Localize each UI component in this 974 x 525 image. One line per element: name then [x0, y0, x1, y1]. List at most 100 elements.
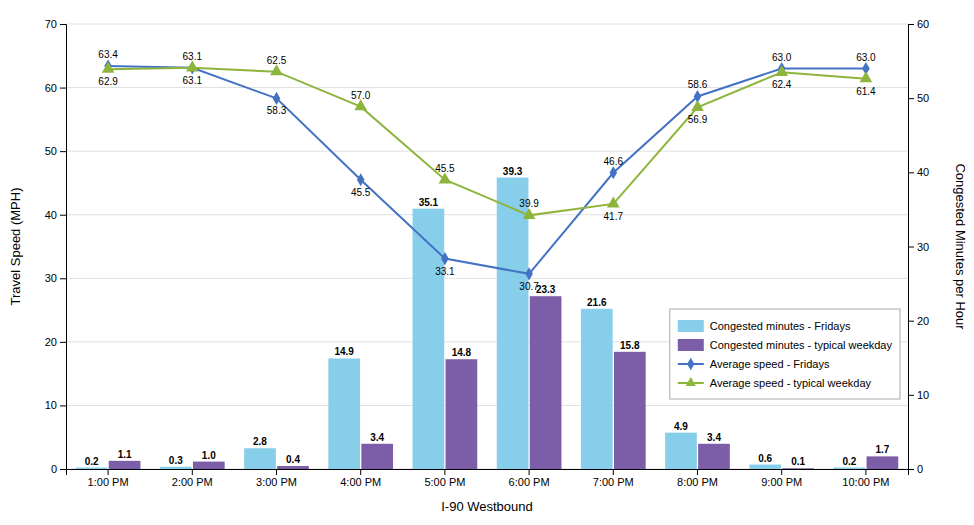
data-label: 15.8 — [620, 340, 640, 351]
tick-mark — [908, 469, 914, 470]
tick-mark — [529, 469, 530, 475]
tick-label: 9:00 PM — [761, 476, 802, 488]
legend: Congested minutes - FridaysCongested min… — [670, 309, 900, 399]
data-label: 30.7 — [519, 281, 539, 292]
tick-mark — [108, 469, 109, 475]
tick: 8:00 PM — [677, 469, 718, 488]
grid — [66, 24, 908, 469]
data-label: 1.7 — [875, 444, 889, 455]
marks — [76, 59, 899, 469]
tick: 10:00 PM — [842, 469, 889, 488]
data-label: 39.9 — [519, 198, 539, 209]
tick: 60 — [908, 18, 929, 30]
legend-marker — [687, 358, 694, 370]
tick-label: 20 — [45, 336, 57, 348]
data-label: 0.2 — [85, 456, 99, 467]
tick-mark — [60, 342, 66, 343]
tick-mark — [60, 469, 66, 470]
data-label: 14.9 — [334, 346, 354, 357]
tick-label: 10 — [45, 399, 57, 411]
data-label: 0.6 — [758, 453, 772, 464]
chart-container: 1:00 PM 2:00 PM 3:00 PM 4:00 PM 5:00 PM 6:00 … — [0, 0, 974, 525]
tick: 1:00 PM — [88, 469, 129, 488]
tick-mark — [276, 469, 277, 475]
marker — [525, 267, 533, 280]
bar — [497, 178, 529, 469]
marker — [102, 62, 115, 73]
bar — [277, 466, 309, 469]
marker — [523, 208, 536, 219]
tick-mark — [697, 469, 698, 475]
marker — [441, 252, 449, 265]
data-label: 58.3 — [267, 105, 287, 116]
data-label: 23.3 — [536, 284, 556, 295]
legend-marker — [686, 377, 696, 386]
legend-item: Congested minutes - Fridays — [678, 320, 851, 332]
tick-mark — [908, 172, 914, 173]
tick: 50 — [908, 92, 929, 104]
tick-mark — [613, 469, 614, 475]
y-axis: 010203040506070 — [45, 18, 67, 475]
bar — [109, 461, 141, 469]
data-label: 0.3 — [169, 455, 183, 466]
tick: 0 — [908, 463, 923, 475]
tick-label: 2:00 PM — [172, 476, 213, 488]
data-label: 14.8 — [452, 347, 472, 358]
data-label: 35.1 — [419, 197, 439, 208]
data-label: 3.4 — [370, 432, 384, 443]
axis-line — [67, 470, 909, 476]
tick-label: 60 — [917, 18, 929, 30]
bar — [413, 209, 445, 469]
tick-mark — [908, 395, 914, 396]
data-label: 63.0 — [856, 52, 876, 63]
data-label: 62.5 — [267, 55, 287, 66]
plot-area: 1:00 PM 2:00 PM 3:00 PM 4:00 PM 5:00 PM 6:00 … — [8, 18, 968, 514]
tick-mark — [865, 469, 866, 475]
marker — [607, 197, 620, 208]
tick-label: 50 — [917, 92, 929, 104]
tick: 3:00 PM — [256, 469, 297, 488]
tick-mark — [908, 24, 914, 25]
tick-label: 40 — [45, 209, 57, 221]
data-label: 61.4 — [856, 86, 876, 97]
tick-label: 30 — [917, 241, 929, 253]
data-label: 62.9 — [98, 76, 118, 87]
tick: 6:00 PM — [509, 469, 550, 488]
bar-series — [109, 296, 898, 469]
tick-label: 30 — [45, 272, 57, 284]
marker — [273, 92, 281, 105]
line — [108, 66, 866, 274]
bar-series — [76, 178, 865, 469]
data-label: 41.7 — [604, 211, 624, 222]
tick: 5:00 PM — [424, 469, 465, 488]
data-label: 57.0 — [351, 90, 371, 101]
tick: 20 — [908, 315, 929, 327]
bar — [782, 468, 814, 469]
tick: 70 — [45, 18, 66, 30]
bar — [698, 444, 730, 469]
legend-swatch — [678, 320, 704, 332]
marker — [775, 65, 788, 76]
tick: 9:00 PM — [761, 469, 802, 488]
tick: 20 — [45, 336, 66, 348]
tick: 30 — [45, 272, 66, 284]
bar — [361, 444, 393, 469]
legend-label: Congested minutes - Fridays — [710, 320, 851, 332]
data-label: 63.1 — [183, 75, 203, 86]
tick-label: 4:00 PM — [340, 476, 381, 488]
data-label: 63.4 — [98, 49, 118, 60]
tick-label: 10 — [917, 389, 929, 401]
data-label: 21.6 — [587, 297, 607, 308]
marker — [860, 71, 873, 82]
tick-label: 0 — [917, 463, 923, 475]
grid-line — [66, 151, 908, 152]
marker — [610, 166, 618, 179]
data-label: 45.5 — [351, 187, 371, 198]
tick-label: 10:00 PM — [842, 476, 889, 488]
tick: 10 — [908, 389, 929, 401]
legend-frame — [670, 309, 900, 399]
legend-item: Average speed - typical weekday — [678, 377, 872, 389]
bar — [160, 467, 192, 469]
bar — [244, 448, 276, 469]
tick-label: 3:00 PM — [256, 476, 297, 488]
